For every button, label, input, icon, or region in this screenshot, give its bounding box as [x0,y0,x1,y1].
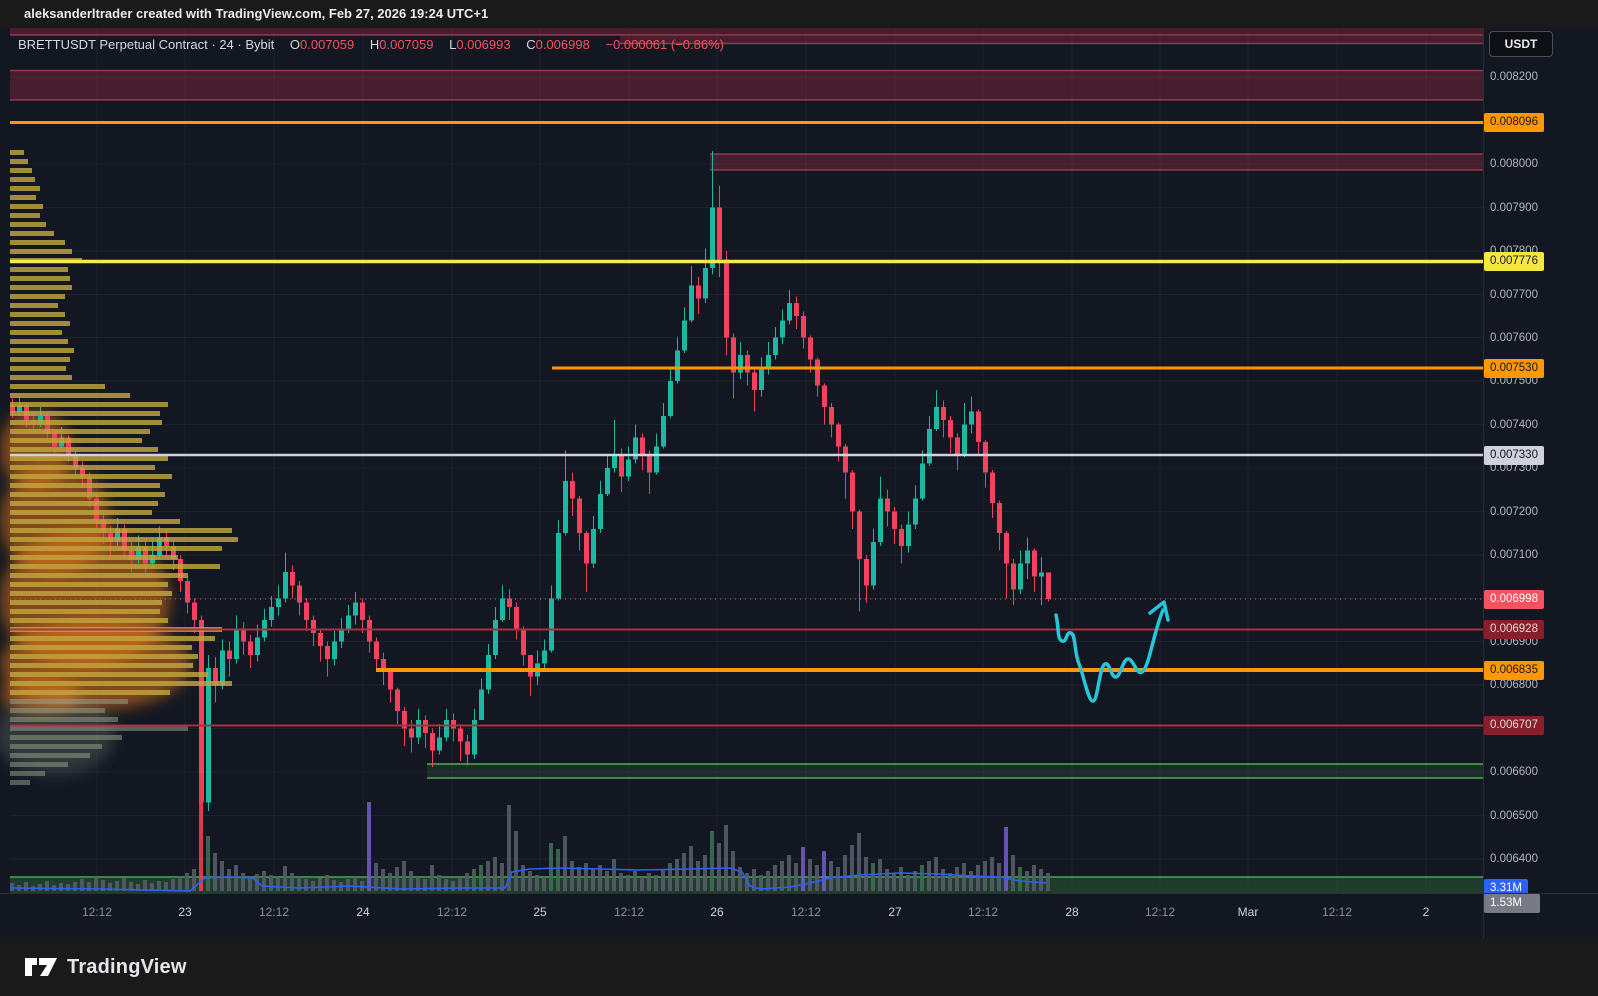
time-axis-label: 12:12 [436,905,468,919]
ohlc-low: L0.006993 [449,37,511,52]
candles-layer [10,151,1051,824]
price-axis-label: 0.007600 [1490,331,1538,344]
time-axis-label: 12:12 [967,905,999,919]
ohlc-high: H0.007059 [369,37,434,52]
tradingview-logo-text[interactable]: TradingView [67,955,187,978]
time-axis-label: Mar [1237,905,1259,919]
price-level-tag: 0.006707 [1484,716,1544,735]
volume-value-tag: 3.31M [1484,878,1528,898]
price-change: −0.000061 (−0.86%) [605,37,724,52]
price-axis-label: 0.007500 [1490,375,1538,387]
price-level-tag: 0.007776 [1484,252,1544,271]
time-axis-label: 28 [1065,905,1079,919]
time-axis-label: 23 [178,905,192,919]
price-axis-label: 0.007300 [1490,462,1538,474]
grid-layer [0,28,1598,938]
footer-bar: TradingView [0,938,1598,996]
volume-layer [10,773,1050,891]
price-axis-label: 0.006500 [1490,809,1538,822]
price-axis-label: 0.006400 [1490,853,1538,865]
drawn-arrow[interactable] [1054,600,1170,703]
time-axis-label: 12:12 [1321,905,1353,919]
price-axis-label: 0.006800 [1490,679,1538,691]
time-axis-label: 26 [710,905,724,919]
price-level-tag: 0.007530 [1484,358,1544,378]
time-axis-label: 27 [888,905,902,919]
price-axis-label: 0.007900 [1490,201,1538,214]
time-axis-label: 12:12 [81,905,113,919]
price-level-tag: 0.008096 [1484,113,1544,132]
tradingview-logo-icon[interactable] [24,955,58,979]
price-axis-label: 0.007200 [1490,505,1538,518]
time-axis-border [0,893,1598,894]
ohlc-open: O0.007059 [289,37,355,52]
price-axis-label: 0.007400 [1490,418,1538,431]
ohlc-close: C0.006998 [526,37,590,52]
time-axis-label: 12:12 [790,905,822,919]
price-axis-label: 0.007700 [1490,288,1538,301]
time-axis-label: 25 [533,905,547,919]
attribution-bar: aleksanderltrader created with TradingVi… [0,0,1598,28]
price-level-tag: 0.006928 [1484,620,1544,639]
price-axis-border [1483,28,1484,938]
symbol-info-bar[interactable]: BRETTUSDT Perpetual Contract · 24 · Bybi… [18,37,724,52]
level-lines-layer[interactable] [10,121,1483,727]
time-axis-label: 2 [1422,905,1430,919]
volume-profile-layer [10,150,238,785]
price-axis-label: 0.008000 [1490,158,1538,170]
price-axis-label: 0.008200 [1490,71,1538,83]
currency-toggle-button[interactable]: USDT [1489,31,1553,57]
time-axis-label: 12:12 [1144,905,1176,919]
price-axis-label: 0.006600 [1490,766,1538,778]
price-axis-label: 0.007100 [1490,549,1538,561]
price-level-tag: 0.006998 [1484,589,1544,609]
price-chart[interactable] [0,0,1598,938]
attribution-text: aleksanderltrader created with TradingVi… [24,6,489,21]
volume-ma-line [9,867,1047,892]
symbol-title[interactable]: BRETTUSDT Perpetual Contract · 24 · Bybi… [18,37,275,52]
price-level-tag: 0.007330 [1484,445,1544,465]
volume-value-tag: 1.53M [1484,893,1540,913]
price-level-tag: 0.006835 [1484,660,1544,680]
time-axis-label: 24 [356,905,370,919]
time-axis-label: 12:12 [613,905,645,919]
time-axis-label: 12:12 [258,905,290,919]
